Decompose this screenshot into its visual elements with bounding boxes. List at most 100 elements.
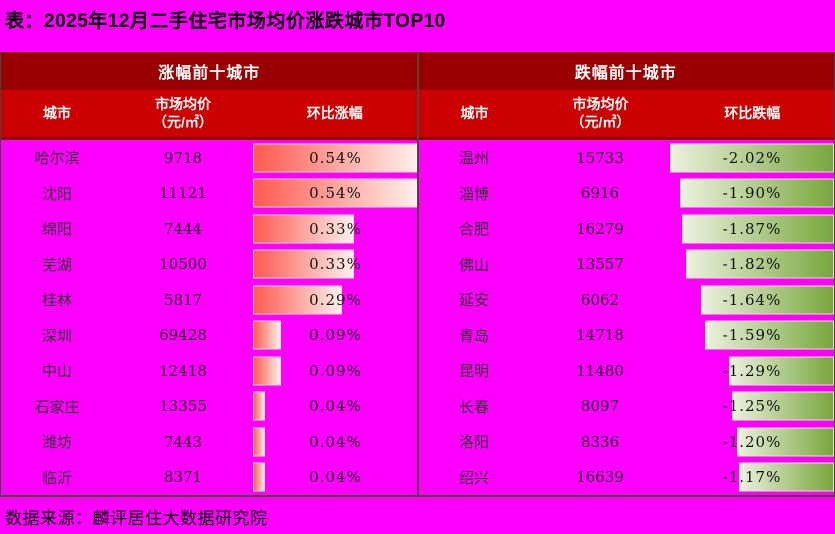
city-cell: 石家庄 [34, 397, 80, 416]
price-cell: 6916 [580, 184, 620, 203]
change-cell: 0.54% [253, 140, 418, 176]
col-header-label: 城市 [460, 104, 489, 121]
price-cell: 9718 [163, 148, 203, 167]
change-cell: -1.90% [670, 176, 834, 212]
change-bar [682, 214, 834, 244]
change-cell: -1.59% [670, 318, 834, 354]
price-cell: 16279 [576, 219, 624, 238]
change-label: -1.25% [722, 397, 782, 416]
change-cell: -2.02% [670, 140, 834, 176]
col-header-label: （元/㎡） [570, 113, 631, 130]
price-cell: 7444 [163, 219, 203, 238]
city-cell: 昆明 [458, 362, 489, 381]
col-header-city-rise: 城市 [1, 90, 113, 137]
change-label: 0.04% [309, 397, 362, 416]
change-bar [732, 391, 834, 421]
change-bar [739, 462, 834, 492]
price-cell: 12418 [159, 361, 207, 380]
city-cell: 温州 [458, 149, 489, 168]
change-label: 0.09% [309, 361, 362, 380]
city-cell: 芜湖 [41, 255, 72, 274]
col-header-label: 市场均价 [155, 96, 211, 112]
section-header-fall: 跌幅前十城市 [574, 65, 677, 82]
city-cell: 延安 [458, 291, 489, 310]
table-row: 昆明 11480 -1.29% [418, 353, 834, 389]
change-bar [253, 249, 354, 279]
table-row: 洛阳 8336 -1.20% [418, 424, 834, 460]
change-label: -1.20% [722, 432, 782, 451]
change-cell: 0.33% [253, 211, 418, 247]
change-label: -1.17% [722, 468, 782, 487]
city-cell: 绵阳 [41, 220, 72, 239]
change-cell: 0.09% [253, 318, 418, 354]
table-row: 沈阳 11121 0.54% [1, 176, 418, 212]
city-cell: 临沂 [41, 468, 72, 487]
change-cell: -1.17% [670, 460, 834, 496]
table-row: 临沂 8371 0.04% [1, 460, 418, 496]
city-cell: 沈阳 [41, 184, 72, 203]
price-cell: 13355 [159, 397, 207, 416]
change-bar [686, 249, 834, 279]
change-bar [679, 178, 834, 208]
table-row: 青岛 14718 -1.59% [418, 318, 834, 354]
change-cell: 0.33% [253, 247, 418, 283]
table-row: 石家庄 13355 0.04% [1, 389, 418, 425]
table-row: 长春 8097 -1.25% [418, 389, 834, 425]
change-cell: 0.04% [253, 424, 418, 460]
change-bar [253, 320, 281, 350]
price-cell: 6062 [580, 290, 620, 309]
data-table: 涨幅前十城市 跌幅前十城市 城市 市场均价 （元/㎡） 环比涨幅 城市 市场均价… [0, 52, 835, 497]
table-row: 淄博 6916 -1.90% [418, 176, 834, 212]
change-bar [736, 427, 834, 457]
change-bar [253, 214, 354, 244]
change-label: -1.90% [722, 184, 782, 203]
rise-panel: 哈尔滨 9718 0.54% 沈阳 11121 0.54% 绵阳 7444 0.33% 芜湖 105… [1, 140, 418, 495]
change-bar [700, 285, 834, 315]
change-bar [729, 356, 834, 386]
change-cell: 0.04% [253, 460, 418, 496]
fall-panel: 温州 15733 -2.02% 淄博 6916 -1.90% 合肥 16279 -1.87% 佛山… [418, 140, 834, 495]
change-cell: 0.09% [253, 353, 418, 389]
city-cell: 淄博 [458, 184, 489, 203]
table-row: 哈尔滨 9718 0.54% [1, 140, 418, 176]
col-header-price-rise: 市场均价 （元/㎡） [113, 90, 253, 137]
col-header-change-rise: 环比涨幅 [253, 90, 417, 137]
change-label: -1.82% [722, 255, 782, 274]
change-bar [253, 143, 418, 173]
change-label: 0.54% [309, 184, 362, 203]
change-bar [253, 462, 266, 492]
price-cell: 7443 [163, 432, 203, 451]
city-cell: 长春 [458, 397, 489, 416]
table-row: 深圳 69428 0.09% [1, 318, 418, 354]
col-header-label: （元/㎡） [153, 113, 213, 130]
city-cell: 佛山 [458, 255, 489, 274]
col-header-label: 环比涨幅 [306, 104, 363, 121]
change-bar [253, 285, 342, 315]
change-label: -1.87% [722, 219, 782, 238]
change-cell: 0.54% [253, 176, 418, 212]
change-cell: -1.87% [670, 211, 834, 247]
table-row: 中山 12418 0.09% [1, 353, 418, 389]
change-label: 0.09% [309, 326, 362, 345]
price-cell: 8336 [580, 432, 620, 451]
price-cell: 11121 [159, 184, 207, 203]
change-label: -1.64% [722, 290, 782, 309]
city-cell: 深圳 [41, 326, 72, 345]
table-body: 哈尔滨 9718 0.54% 沈阳 11121 0.54% 绵阳 7444 0.33% 芜湖 105… [1, 140, 834, 495]
change-cell: -1.82% [670, 247, 834, 283]
table-row: 潍坊 7443 0.04% [1, 424, 418, 460]
change-label: 0.54% [309, 148, 362, 167]
change-label: -2.02% [722, 148, 782, 167]
price-cell: 10500 [159, 255, 207, 274]
city-cell: 桂林 [41, 291, 72, 310]
change-bar [253, 356, 281, 386]
price-cell: 69428 [159, 326, 207, 345]
city-cell: 绍兴 [458, 468, 489, 487]
city-cell: 哈尔滨 [34, 149, 80, 168]
change-bar [253, 391, 266, 421]
col-header-change-fall: 环比跌幅 [671, 90, 835, 137]
change-label: 0.33% [309, 255, 362, 274]
change-label: 0.04% [309, 432, 362, 451]
city-cell: 青岛 [458, 326, 489, 345]
